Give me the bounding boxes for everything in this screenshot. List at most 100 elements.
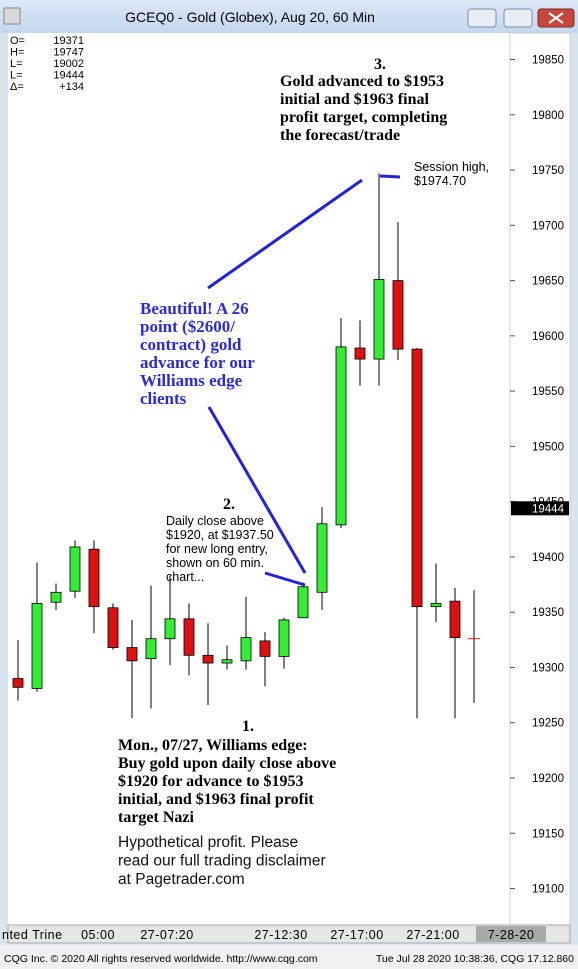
candle-body xyxy=(69,546,81,592)
x-tick-label: 05:00 xyxy=(81,928,115,942)
candle-body xyxy=(50,591,62,603)
annotation-text: 1. xyxy=(242,718,254,735)
window-icon[interactable] xyxy=(3,7,21,25)
y-tick-label: 19200 xyxy=(532,773,564,785)
y-tick-label: 19500 xyxy=(532,441,564,453)
annotation-text: shown on 60 min. xyxy=(166,556,264,570)
annotation-line xyxy=(379,174,401,179)
close-icon xyxy=(548,12,564,24)
annotation-text: Gold advanced to $1953 xyxy=(280,73,444,90)
minimize-button[interactable] xyxy=(467,8,497,28)
y-tick-label: 19250 xyxy=(532,718,564,730)
stat-value: 19371 xyxy=(53,35,84,47)
time-axis xyxy=(7,924,571,944)
footer-right: Tue Jul 28 2020 10:38:36, CQG 17.12.860 xyxy=(376,953,574,965)
annotation-text: $1920 for advance to $1953 xyxy=(118,773,303,790)
candle-body xyxy=(449,600,461,639)
annotation-line xyxy=(264,571,306,587)
status-bar xyxy=(0,945,578,969)
candle-body xyxy=(31,602,43,689)
annotation-text: advance for our xyxy=(140,353,255,372)
candle-body xyxy=(126,647,138,662)
stat-value: +134 xyxy=(59,81,84,93)
candle-body xyxy=(183,618,195,656)
x-tick-label: 27-07:20 xyxy=(140,928,193,942)
candle-body xyxy=(316,523,328,593)
candle-body xyxy=(202,654,214,664)
stat-value: 19444 xyxy=(53,70,84,82)
candle-body xyxy=(392,280,404,350)
candle-body xyxy=(107,607,119,648)
annotation-line xyxy=(207,406,307,574)
stat-key: L= xyxy=(10,70,23,82)
annotation-text: Beautiful! A 26 xyxy=(140,299,249,318)
annotation-text: Hypothetical profit. Please xyxy=(118,834,298,851)
annotation-text: chart... xyxy=(166,570,204,584)
candle-body xyxy=(411,348,423,608)
candle-body xyxy=(88,548,100,608)
candle-body xyxy=(164,618,176,640)
stat-value: 19002 xyxy=(53,58,84,70)
annotation-text: the forecast/trade xyxy=(280,127,400,144)
annotation-text: for new long entry, xyxy=(166,542,268,556)
candle-body xyxy=(297,586,309,619)
annotation-text: 3. xyxy=(374,56,386,73)
annotation-text: Williams edge xyxy=(140,371,243,390)
candle-body xyxy=(221,659,233,664)
annotation-text: Session high, xyxy=(414,160,489,174)
y-tick-label: 19650 xyxy=(532,276,564,288)
annotation-text: target Nazi xyxy=(118,809,195,826)
candle-body xyxy=(145,638,157,660)
stat-key: O= xyxy=(10,35,25,47)
candle-body xyxy=(259,640,271,657)
candle-body xyxy=(240,637,252,662)
x-tick-label: 27-17:00 xyxy=(330,928,383,942)
plot xyxy=(12,173,480,719)
annotation-text: contract) gold xyxy=(140,335,242,354)
x-tick-label: 27-12:30 xyxy=(254,928,307,942)
y-tick-label: 19150 xyxy=(532,828,564,840)
y-tick-label: 19750 xyxy=(532,165,564,177)
annotation-text: Daily close above xyxy=(166,514,264,528)
y-tick-label: 19600 xyxy=(532,331,564,343)
y-tick-label: 19100 xyxy=(532,884,564,896)
footer-left: CQG Inc. © 2020 All rights reserved worl… xyxy=(4,953,318,965)
y-tick-label: 19300 xyxy=(532,662,564,674)
annotation-text: Mon., 07/27, Williams edge: xyxy=(118,737,308,754)
window-title: GCEQ0 - Gold (Globex), Aug 20, 60 Min xyxy=(125,9,375,25)
annotation-text: at Pagetrader.com xyxy=(118,871,245,888)
y-tick-label: 19400 xyxy=(532,552,564,564)
stat-key: H= xyxy=(10,47,24,59)
last-price-box xyxy=(511,501,569,516)
price-axis xyxy=(509,32,571,926)
annotation-text: initial and $1963 final xyxy=(280,91,429,108)
maximize-button[interactable] xyxy=(503,8,533,28)
annotation-text: Buy gold upon daily close above xyxy=(118,755,336,772)
annotation-text: clients xyxy=(140,389,187,408)
y-tick-label: 19550 xyxy=(532,386,564,398)
candle-body xyxy=(278,619,290,657)
x-tick-label: 7-28-20 xyxy=(488,928,535,942)
last-price-label: 19444 xyxy=(532,503,565,515)
annotation-text: $1974.70 xyxy=(414,174,466,188)
annotation-text: read our full trading disclaimer xyxy=(118,853,326,870)
stat-value: 19747 xyxy=(53,47,84,59)
stat-key: L= xyxy=(10,58,23,70)
annotation-text: 2. xyxy=(223,496,235,513)
annotation-text: $1920, at $1937.50 xyxy=(166,528,274,542)
current-date-box xyxy=(476,926,546,942)
stat-key: Δ= xyxy=(10,81,24,93)
candle-body xyxy=(335,346,347,526)
candle-body xyxy=(430,602,442,608)
annotation-line xyxy=(207,178,363,290)
y-tick-label: 19800 xyxy=(532,110,564,122)
y-tick-label: 19700 xyxy=(532,220,564,232)
candle-body xyxy=(354,347,366,360)
y-tick-label: 19850 xyxy=(532,55,564,67)
annotation-text: initial, and $1963 final profit xyxy=(118,791,314,808)
x-tick-label: nted Trine xyxy=(2,928,63,942)
annotation-text: point ($2600/ xyxy=(140,317,235,336)
y-tick-label: 19350 xyxy=(532,607,564,619)
